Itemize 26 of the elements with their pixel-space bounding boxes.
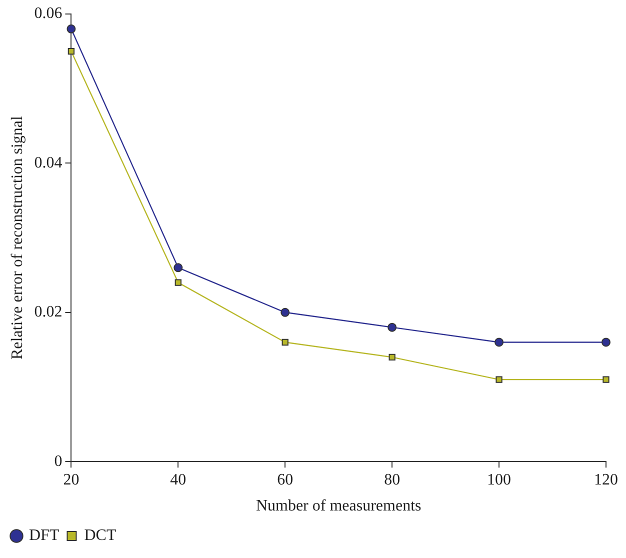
point [388, 322, 397, 332]
point [280, 308, 290, 317]
point [496, 376, 502, 383]
point [66, 24, 76, 34]
x-tick-label: 20 [63, 471, 80, 488]
y-tick-label: 0.02 [34, 304, 62, 321]
point [388, 354, 396, 360]
point [494, 338, 504, 347]
point [602, 338, 610, 347]
point [174, 279, 182, 286]
legend-label: DFT [29, 527, 60, 544]
point [602, 376, 610, 383]
y-tick-label: 0 [54, 452, 62, 470]
x-tick-label: 100 [487, 471, 512, 488]
x-tick-label: 40 [170, 471, 186, 488]
legend-label: DCT [84, 527, 116, 544]
y-tick-label: 0.06 [34, 5, 62, 22]
x-axis-title: Number of measurements [256, 498, 422, 515]
point [68, 48, 75, 55]
x-tick-label: 80 [384, 471, 400, 488]
y-tick-label: 0.04 [34, 154, 62, 172]
point [282, 338, 288, 346]
y-axis-title: Relative error of reconstruction signal [8, 116, 26, 360]
x-tick-label: 120 [594, 471, 618, 488]
x-tick-label: 60 [277, 471, 294, 488]
point [174, 263, 183, 272]
